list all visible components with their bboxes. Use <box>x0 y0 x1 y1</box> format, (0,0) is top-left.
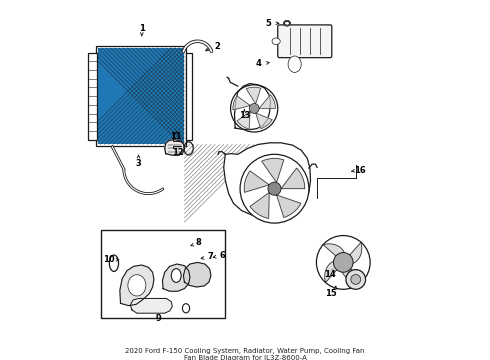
Text: 1: 1 <box>139 24 145 33</box>
Text: 9: 9 <box>155 314 161 323</box>
FancyBboxPatch shape <box>278 25 332 58</box>
Text: 13: 13 <box>239 111 251 120</box>
Circle shape <box>249 104 259 113</box>
Polygon shape <box>244 171 269 192</box>
Polygon shape <box>250 193 269 219</box>
Text: 8: 8 <box>196 238 201 247</box>
Ellipse shape <box>272 38 280 45</box>
Bar <box>101 230 225 318</box>
Ellipse shape <box>283 20 291 26</box>
Circle shape <box>334 253 353 272</box>
Polygon shape <box>163 264 190 291</box>
Circle shape <box>351 275 361 284</box>
Polygon shape <box>237 111 250 129</box>
Ellipse shape <box>172 269 181 282</box>
Circle shape <box>240 154 309 223</box>
Text: 3: 3 <box>136 159 142 168</box>
Bar <box>98 48 184 144</box>
Polygon shape <box>120 265 154 306</box>
Ellipse shape <box>288 56 301 72</box>
Text: 7: 7 <box>207 252 213 261</box>
Polygon shape <box>233 96 250 110</box>
Bar <box>88 53 97 140</box>
Text: 12: 12 <box>172 148 184 157</box>
Bar <box>96 46 186 146</box>
Text: 11: 11 <box>171 132 182 141</box>
Polygon shape <box>165 140 184 155</box>
Ellipse shape <box>128 275 146 296</box>
Text: 14: 14 <box>324 270 335 279</box>
Polygon shape <box>323 244 345 257</box>
Polygon shape <box>256 113 272 129</box>
Polygon shape <box>246 87 261 104</box>
Text: 6: 6 <box>220 251 226 260</box>
Polygon shape <box>276 195 301 217</box>
Polygon shape <box>281 168 305 189</box>
Polygon shape <box>342 268 364 281</box>
Text: 4: 4 <box>256 59 262 68</box>
Polygon shape <box>262 158 284 183</box>
Text: 10: 10 <box>103 255 115 264</box>
Ellipse shape <box>284 21 290 25</box>
Polygon shape <box>183 262 211 287</box>
Text: 5: 5 <box>266 19 271 28</box>
Polygon shape <box>325 261 338 283</box>
Polygon shape <box>235 84 270 130</box>
Polygon shape <box>349 242 362 264</box>
Circle shape <box>346 270 366 289</box>
Circle shape <box>268 182 281 195</box>
Text: 15: 15 <box>325 289 337 298</box>
Polygon shape <box>259 95 275 108</box>
Polygon shape <box>130 298 172 313</box>
Text: 16: 16 <box>354 166 366 175</box>
Text: 2: 2 <box>214 42 220 51</box>
Text: 2020 Ford F-150 Cooling System, Radiator, Water Pump, Cooling Fan
Fan Blade Diag: 2020 Ford F-150 Cooling System, Radiator… <box>125 348 365 360</box>
Polygon shape <box>224 143 311 217</box>
Bar <box>186 53 192 140</box>
